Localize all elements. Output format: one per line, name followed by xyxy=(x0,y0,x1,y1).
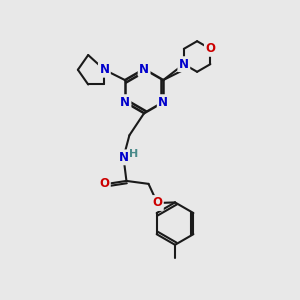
Text: O: O xyxy=(152,196,162,209)
Text: N: N xyxy=(158,96,168,109)
Text: N: N xyxy=(99,63,110,76)
Text: O: O xyxy=(99,177,110,190)
Text: O: O xyxy=(206,42,215,56)
Text: N: N xyxy=(139,62,149,76)
Text: N: N xyxy=(179,58,189,71)
Text: N: N xyxy=(120,96,130,109)
Text: N: N xyxy=(118,151,128,164)
Text: H: H xyxy=(129,149,138,159)
